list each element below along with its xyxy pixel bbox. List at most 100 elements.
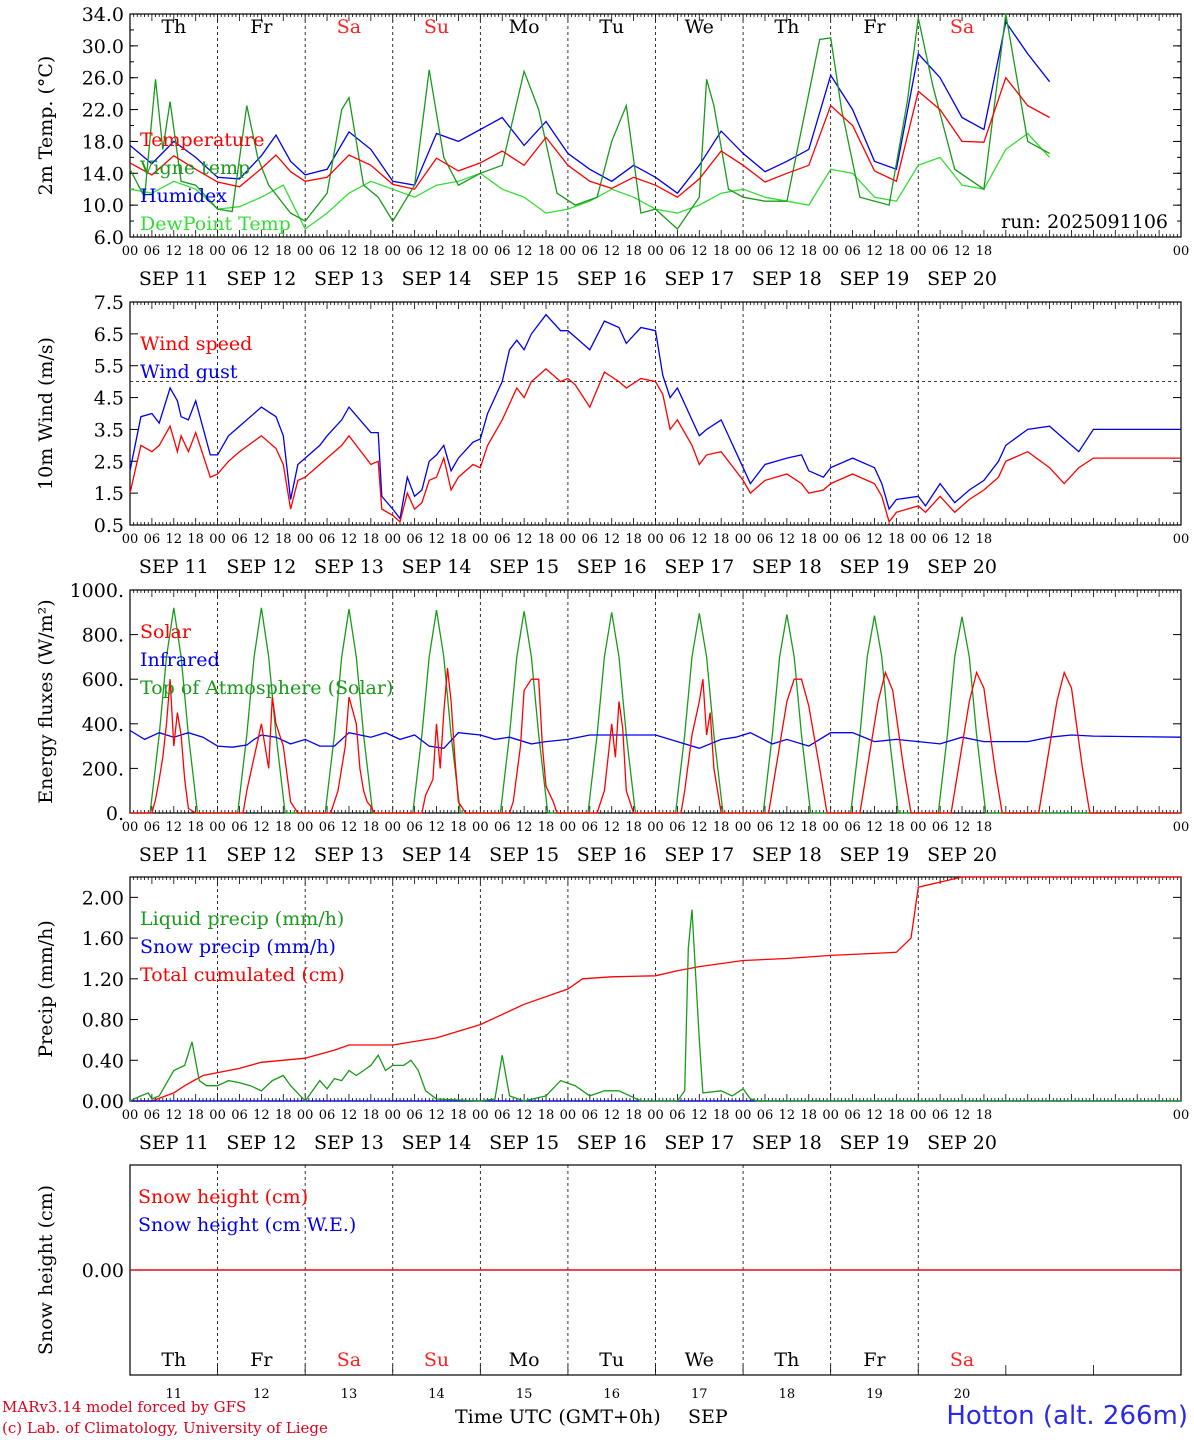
- hour-tick-label: 18: [450, 820, 467, 835]
- day-of-week-label: Sa: [337, 1349, 361, 1371]
- hour-tick-label: 00: [384, 820, 401, 835]
- hour-tick-label: 12: [253, 1108, 270, 1123]
- hour-tick-label: 06: [669, 1108, 686, 1123]
- y-tick-label: 30.0: [82, 36, 124, 58]
- date-label: SEP 13: [314, 1132, 384, 1154]
- y-tick-label: 800.: [82, 625, 124, 647]
- hour-tick-label: 00: [472, 820, 489, 835]
- hour-tick-label: 00: [822, 532, 839, 547]
- legend-wind-gust: Wind gust: [140, 361, 238, 383]
- y-tick-label: 1.60: [82, 928, 124, 950]
- hour-tick-label: 12: [954, 532, 971, 547]
- hour-tick-label: 18: [800, 820, 817, 835]
- hour-tick-label: 00: [910, 820, 927, 835]
- hour-tick-label: 00: [560, 244, 577, 259]
- hour-tick-label: 00: [910, 1108, 927, 1123]
- hour-tick-label: 12: [691, 532, 708, 547]
- hour-tick-label: 06: [582, 532, 599, 547]
- hour-tick-label: 12: [603, 820, 620, 835]
- hour-tick-label: 06: [231, 1108, 248, 1123]
- hour-tick-label: 12: [516, 532, 533, 547]
- hour-tick-label: 12: [428, 820, 445, 835]
- panel-2: [129, 301, 1182, 526]
- hour-tick-label: 00: [384, 244, 401, 259]
- hour-tick-label: 00: [1173, 1108, 1190, 1123]
- hour-tick-label: 00: [1173, 820, 1190, 835]
- hour-tick-label: 00: [822, 820, 839, 835]
- hour-tick-label: 18: [800, 244, 817, 259]
- hour-tick-label: 06: [669, 532, 686, 547]
- hour-tick-label: 18: [275, 1108, 292, 1123]
- hour-tick-label: 12: [779, 244, 796, 259]
- hour-tick-label: 18: [625, 532, 642, 547]
- hour-tick-label: 12: [166, 820, 183, 835]
- date-label: SEP 14: [402, 1132, 472, 1154]
- legend-liquid-precip-mm-h: Liquid precip (mm/h): [140, 908, 344, 930]
- hour-tick-label: 00: [297, 532, 314, 547]
- station-name: Hotton (alt. 266m): [946, 1401, 1188, 1431]
- hour-tick-label: 18: [363, 244, 380, 259]
- legend-dewpoint-temp: DewPoint Temp: [140, 213, 291, 235]
- hour-tick-label: 00: [822, 1108, 839, 1123]
- hour-tick-label: 18: [976, 1108, 993, 1123]
- date-label: SEP 13: [314, 556, 384, 578]
- dewpoint-temp-line: [129, 132, 1051, 230]
- hour-tick-label: 18: [275, 532, 292, 547]
- hour-tick-label: 18: [450, 532, 467, 547]
- legend-snow-height-cm: Snow height (cm): [138, 1186, 308, 1208]
- hour-tick-label: 00: [297, 820, 314, 835]
- model-credit: MARv3.14 model forced by GFS: [2, 1398, 247, 1416]
- hour-tick-label: 18: [625, 1108, 642, 1123]
- hour-tick-label: 06: [144, 1108, 161, 1123]
- hour-tick-label: 06: [932, 820, 949, 835]
- date-label: SEP 18: [752, 268, 822, 290]
- hour-tick-label: 06: [319, 532, 336, 547]
- y-axis-title: Energy fluxes (W/m²): [35, 599, 57, 803]
- y-axis-title: 2m Temp. (°C): [35, 56, 57, 196]
- hour-tick-label: 00: [122, 820, 139, 835]
- hour-tick-label: 00: [472, 1108, 489, 1123]
- hour-tick-label: 12: [603, 1108, 620, 1123]
- hour-tick-label: 18: [800, 1108, 817, 1123]
- hour-tick-label: 06: [757, 1108, 774, 1123]
- legend-vigne-temp: Vigne temp: [139, 157, 250, 179]
- hour-tick-label: 12: [866, 532, 883, 547]
- hour-tick-label: 18: [625, 244, 642, 259]
- date-label: SEP 14: [402, 268, 472, 290]
- day-number-label: 18: [779, 1387, 796, 1402]
- day-of-week-label: We: [685, 1349, 714, 1371]
- hour-tick-label: 00: [1173, 532, 1190, 547]
- legend-humidex: Humidex: [140, 185, 227, 207]
- hour-tick-label: 12: [779, 1108, 796, 1123]
- day-of-week-label: Sa: [950, 1349, 974, 1371]
- date-label: SEP 20: [927, 844, 997, 866]
- hour-tick-label: 00: [209, 820, 226, 835]
- hour-tick-label: 12: [516, 244, 533, 259]
- hour-tick-label: 12: [428, 244, 445, 259]
- hour-tick-label: 18: [363, 532, 380, 547]
- day-number-label: 20: [954, 1387, 971, 1402]
- day-of-week-label: Th: [161, 1349, 186, 1371]
- hour-tick-label: 06: [932, 1108, 949, 1123]
- hour-tick-label: 12: [341, 244, 358, 259]
- hour-tick-label: 12: [866, 244, 883, 259]
- hour-tick-label: 00: [560, 820, 577, 835]
- date-label: SEP 18: [752, 556, 822, 578]
- hour-tick-label: 18: [538, 244, 555, 259]
- hour-tick-label: 12: [253, 532, 270, 547]
- hour-tick-label: 06: [144, 244, 161, 259]
- hour-tick-label: 06: [231, 244, 248, 259]
- hour-tick-label: 00: [647, 244, 664, 259]
- date-label: SEP 19: [840, 1132, 910, 1154]
- y-tick-label: 0.00: [82, 1091, 124, 1113]
- x-axis-title: Time UTC (GMT+0h): [455, 1406, 661, 1428]
- day-of-week-label: Fr: [250, 1349, 273, 1371]
- y-tick-label: 7.5: [94, 292, 124, 314]
- hour-tick-label: 12: [954, 244, 971, 259]
- run-label: run: 2025091106: [1001, 211, 1168, 233]
- y-tick-label: 200.: [82, 758, 124, 780]
- panel-3: [129, 589, 1182, 814]
- hour-tick-label: 00: [122, 244, 139, 259]
- hour-tick-label: 00: [735, 532, 752, 547]
- hour-tick-label: 12: [603, 244, 620, 259]
